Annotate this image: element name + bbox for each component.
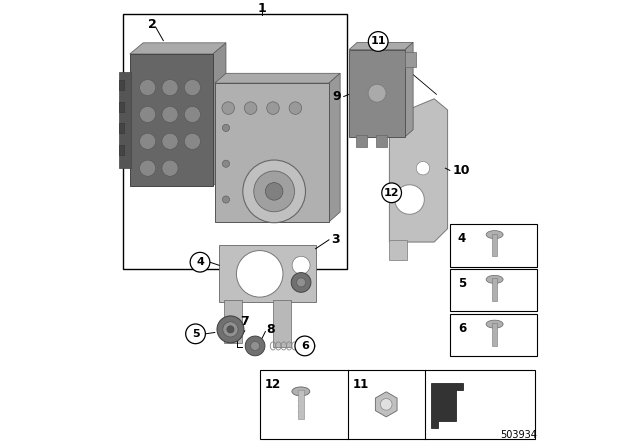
Polygon shape	[375, 392, 397, 417]
Circle shape	[162, 133, 178, 149]
Bar	[492, 279, 497, 301]
Circle shape	[382, 183, 401, 202]
Polygon shape	[329, 73, 340, 222]
Bar	[118, 145, 124, 155]
Polygon shape	[349, 43, 413, 50]
Circle shape	[222, 102, 234, 114]
Circle shape	[267, 102, 279, 114]
Circle shape	[266, 183, 283, 200]
Text: 10: 10	[452, 164, 470, 177]
Bar	[450, 314, 537, 356]
Circle shape	[222, 160, 230, 167]
Ellipse shape	[486, 231, 503, 239]
Circle shape	[140, 106, 156, 122]
Polygon shape	[389, 99, 447, 242]
Circle shape	[162, 80, 178, 96]
Circle shape	[140, 133, 156, 149]
Text: 12: 12	[265, 378, 281, 391]
Circle shape	[184, 133, 200, 149]
Text: 2: 2	[148, 18, 156, 31]
Circle shape	[223, 322, 238, 337]
Polygon shape	[215, 73, 340, 83]
Bar	[450, 269, 537, 311]
Circle shape	[251, 341, 260, 350]
Text: 4: 4	[196, 257, 204, 267]
Circle shape	[292, 256, 310, 274]
Circle shape	[380, 399, 392, 410]
Bar	[215, 83, 329, 222]
Circle shape	[244, 102, 257, 114]
Circle shape	[186, 324, 205, 344]
Polygon shape	[431, 383, 463, 428]
Bar	[389, 240, 407, 260]
Bar	[118, 102, 124, 112]
Circle shape	[217, 316, 244, 343]
Bar	[356, 135, 367, 146]
Circle shape	[395, 185, 424, 214]
Circle shape	[222, 196, 230, 203]
Bar	[220, 245, 316, 302]
Ellipse shape	[486, 276, 503, 284]
Text: 11: 11	[353, 378, 369, 391]
Text: 7: 7	[241, 315, 249, 328]
Text: 503934: 503934	[500, 430, 537, 440]
Text: 11: 11	[371, 36, 386, 47]
Circle shape	[236, 250, 283, 297]
Circle shape	[291, 272, 311, 292]
Bar	[118, 123, 124, 133]
Circle shape	[416, 161, 429, 175]
Circle shape	[369, 32, 388, 52]
Circle shape	[254, 171, 294, 212]
Bar	[298, 390, 304, 419]
Text: 3: 3	[331, 233, 340, 246]
Circle shape	[295, 336, 315, 356]
Bar	[273, 300, 291, 347]
Text: 6: 6	[458, 322, 466, 335]
Text: 9: 9	[333, 90, 342, 103]
Circle shape	[289, 102, 301, 114]
Circle shape	[243, 160, 305, 223]
Circle shape	[140, 80, 156, 96]
Circle shape	[222, 124, 230, 131]
Circle shape	[140, 160, 156, 176]
Bar	[118, 72, 131, 168]
Circle shape	[184, 106, 200, 122]
Bar	[376, 135, 387, 146]
Bar	[492, 234, 497, 256]
Circle shape	[245, 336, 265, 356]
Text: 12: 12	[384, 188, 399, 198]
Circle shape	[184, 80, 200, 96]
Text: 1: 1	[257, 2, 266, 15]
Bar	[450, 224, 537, 267]
Text: 8: 8	[266, 323, 275, 336]
Ellipse shape	[486, 320, 503, 328]
Ellipse shape	[292, 387, 310, 396]
Bar	[260, 370, 535, 439]
Bar	[130, 54, 212, 186]
Circle shape	[162, 160, 178, 176]
Bar	[405, 52, 416, 68]
Text: 5: 5	[192, 329, 199, 339]
Polygon shape	[212, 43, 226, 186]
Circle shape	[306, 341, 315, 350]
Polygon shape	[405, 43, 413, 137]
Text: 6: 6	[301, 341, 308, 351]
Bar	[118, 81, 124, 90]
Polygon shape	[130, 43, 226, 54]
Bar	[492, 323, 497, 346]
Bar	[224, 300, 242, 343]
Text: 5: 5	[458, 277, 466, 290]
Circle shape	[190, 252, 210, 272]
Circle shape	[227, 326, 234, 333]
Circle shape	[162, 106, 178, 122]
Circle shape	[368, 84, 386, 102]
Text: 4: 4	[458, 232, 466, 245]
Bar	[123, 14, 347, 269]
Circle shape	[296, 278, 305, 287]
Bar	[349, 50, 405, 137]
